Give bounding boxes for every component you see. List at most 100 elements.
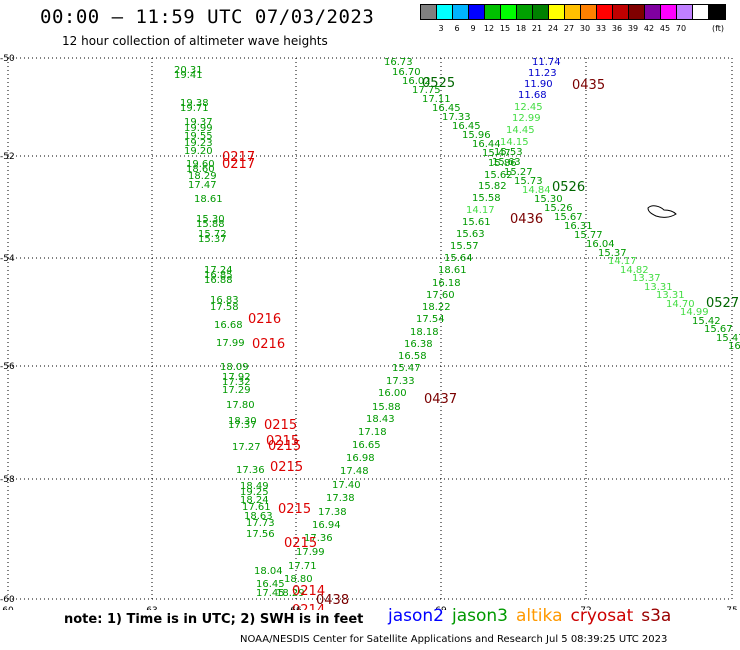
wave-height-value: 15.77 [574,230,603,241]
wave-height-value: 18.18 [410,327,439,338]
wave-height-value: 15.37 [598,248,627,259]
wave-height-value: 15.61 [462,217,491,228]
map-title: 00:00 – 11:59 UTC 07/03/2023 [40,6,375,28]
pass-time-label: 0215 [264,418,297,433]
legend-label: 9 [470,24,476,33]
wave-height-value: 19.20 [184,146,213,157]
wave-height-value: 18.29 [188,171,217,182]
y-tick-label: -60 [0,595,15,605]
wave-height-value: 17.32 [222,377,251,388]
wave-height-value: 14.99 [680,307,709,318]
wave-height-value: 15.96 [462,130,491,141]
wave-height-value: 16.31 [564,221,593,232]
wave-height-value: 11.68 [518,90,547,101]
legend-label: 36 [611,24,623,33]
y-tick-label: -52 [0,152,15,162]
wave-height-value: 16.02 [402,76,431,87]
wave-height-value: 17.45 [256,588,285,599]
wave-height-value: 14.82 [620,265,649,276]
wave-height-value: 15.53 [494,147,523,158]
wave-height-value: 17.40 [332,480,361,491]
y-tick-label: -56 [0,362,15,372]
wave-height-value: 16.18 [432,278,461,289]
wave-height-value: 16.73 [384,57,413,68]
pass-time-label: 0217 [222,150,255,165]
wave-height-value: 16.85 [204,270,233,281]
wave-height-value: 17.60 [426,290,455,301]
pass-label-layer: 0217021702160216021502150215021502150215… [222,76,739,610]
wave-height-value: 16.88 [204,275,233,286]
wave-height-value: 19.23 [184,138,213,149]
wave-height-value: 17.58 [210,302,239,313]
wave-height-value: 15.47 [482,148,511,159]
wave-height-value: 18.24 [240,495,269,506]
wave-height-value: 19.38 [180,98,209,109]
legend-unit: (ft) [712,24,725,33]
wave-height-value: 15.67 [554,212,583,223]
credit-line: NOAA/NESDIS Center for Satellite Applica… [240,634,668,645]
pass-time-label: 0215 [268,439,301,454]
wave-height-value: 16.83 [210,295,239,306]
y-tick-label: -50 [0,54,15,64]
wave-height-value: 18.09 [220,362,249,373]
wave-height-value: 15.86 [488,158,517,169]
wave-height-value: 15.64 [444,253,473,264]
legend-label: 6 [454,24,460,33]
footer-note: note: 1) Time is in UTC; 2) SWH is in fe… [64,612,364,627]
pass-time-label: 0435 [572,78,605,93]
island-outline [647,205,677,218]
pass-time-label: 0527 [706,296,739,311]
satellite-name: s3a [641,606,672,626]
wave-height-value: 14.45 [506,125,535,136]
wave-height-value: 16.58 [398,351,427,362]
wave-height-value: 17.36 [236,465,265,476]
x-tick-label: 72 [580,606,591,610]
wave-height-value: 16.00 [378,388,407,399]
wave-height-value: 18.04 [254,566,283,577]
wave-height-value: 16.70 [392,67,421,78]
wave-height-value: 15.62 [484,170,513,181]
wave-height-value: 15.26 [544,203,573,214]
x-tick-label: 69 [435,606,447,610]
wave-height-value: 17.75 [412,85,441,96]
wave-height-value: 15.30 [196,214,225,225]
wave-height-value: 17.36 [304,533,333,544]
y-tick-label: -58 [0,475,15,485]
wave-height-value: 16.45 [432,103,461,114]
legend-label: 45 [659,24,671,33]
legend-label: 21 [531,24,543,33]
legend-label: 18 [515,24,527,33]
wave-height-value: 17.38 [326,493,355,504]
pass-time-label: 0526 [552,180,585,195]
wave-height-value: 15.47 [716,333,740,344]
wave-height-value: 17.73 [246,518,275,529]
wave-height-value: 14.15 [500,137,529,148]
wave-height-value: 17.47 [188,180,217,191]
wave-height-value: 17.99 [216,338,245,349]
x-tick-label: 63 [146,606,157,610]
legend-label: 24 [547,24,559,33]
wave-height-value: 16.38 [404,339,433,350]
wave-height-value: 17.27 [232,442,261,453]
wave-height-value: 15.63 [492,157,521,168]
satellite-name: altika [516,606,563,626]
satellite-name: jason2 [388,606,444,626]
wave-height-value: 17.33 [386,376,415,387]
wave-height-value: 17.80 [226,400,255,411]
map-subtitle: 12 hour collection of altimeter wave hei… [62,34,328,48]
wave-height-value: 18.29 [276,588,305,599]
pass-time-label: 0214 [292,584,325,599]
satellite-name: cryosat [570,606,634,626]
wave-height-value: 11.74 [532,57,561,68]
pass-time-label: 0437 [424,392,457,407]
wave-height-value: 16.45 [256,579,285,590]
legend-label: 39 [627,24,639,33]
pass-time-label: 0215 [284,536,317,551]
legend-label: 3 [438,24,444,33]
wave-height-value: 19.60 [186,159,215,170]
wave-height-value: 11.23 [528,68,557,79]
pass-time-label: 0525 [422,76,455,91]
wave-height-value: 18.30 [228,416,257,427]
wave-height-value: 18.22 [422,302,451,313]
